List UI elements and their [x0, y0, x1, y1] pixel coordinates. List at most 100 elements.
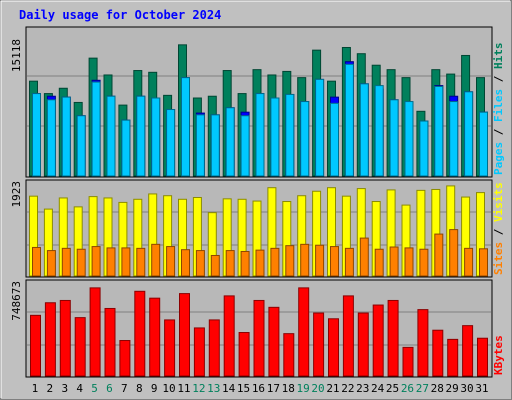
bar-sites-day-26 [404, 247, 414, 277]
legend-pages-files-hits: Pages / Files / Hits [492, 43, 505, 176]
ymax-label-kbytes: 748673 [10, 281, 23, 321]
bar-sites-day-9 [151, 243, 161, 277]
bar-kbytes-day-12 [193, 327, 205, 377]
x-label-day-5: 5 [91, 382, 98, 395]
legend-sites-visits: Sites / Visits [492, 182, 505, 275]
bar-kbytes-day-7 [119, 340, 131, 377]
x-label-day-25: 25 [386, 382, 399, 395]
x-label-day-13: 13 [207, 382, 220, 395]
bar-kbytes-day-25 [387, 299, 399, 377]
bar-sites-day-1 [32, 246, 41, 277]
bar-files-day-9 [151, 97, 161, 177]
x-label-day-14: 14 [222, 382, 236, 395]
bar-files-day-8 [136, 95, 146, 177]
bar-sites-day-8 [136, 247, 146, 277]
bar-files-day-21 [330, 102, 339, 177]
bar-files-day-23 [359, 83, 369, 177]
bar-sites-day-23 [359, 237, 369, 277]
bar-files-day-16 [255, 93, 265, 177]
bar-sites-day-27 [419, 248, 429, 277]
bar-sites-day-4 [76, 248, 86, 277]
bar-files-day-17 [270, 97, 280, 177]
bar-kbytes-day-24 [372, 304, 384, 377]
chart-title: Daily usage for October 2024 [19, 8, 221, 22]
bar-sites-day-20 [315, 244, 325, 277]
bar-sites-day-2 [46, 250, 56, 277]
x-label-day-15: 15 [237, 382, 250, 395]
x-label-day-4: 4 [76, 382, 83, 395]
bar-sites-day-19 [300, 243, 310, 277]
bar-sites-day-13 [210, 254, 220, 277]
bar-files-day-22 [344, 63, 354, 177]
legend-files: Files [492, 89, 505, 122]
bar-kbytes-day-15 [238, 332, 250, 377]
bar-files-day-10 [166, 109, 176, 177]
x-label-day-7: 7 [121, 382, 128, 395]
bar-files-day-28 [434, 85, 444, 177]
x-label-day-28: 28 [431, 382, 444, 395]
x-label-day-23: 23 [356, 382, 369, 395]
bar-kbytes-day-30 [462, 325, 474, 377]
x-label-day-6: 6 [106, 382, 113, 395]
bar-kbytes-day-19 [298, 287, 310, 377]
bar-files-day-7 [121, 119, 131, 177]
bar-kbytes-day-18 [283, 333, 295, 377]
bar-files-day-30 [464, 91, 474, 177]
x-label-day-1: 1 [32, 382, 39, 395]
bar-kbytes-day-17 [268, 306, 280, 377]
x-label-day-12: 12 [192, 382, 205, 395]
bar-sites-day-28 [434, 233, 444, 277]
legend-visits: Visits [492, 182, 505, 222]
bar-sites-day-10 [166, 246, 176, 277]
ymax-label-visits: 1923 [10, 181, 23, 208]
bar-kbytes-day-5 [89, 287, 101, 377]
bar-files-day-2 [46, 99, 56, 177]
bar-files-day-26 [404, 101, 414, 177]
x-label-day-22: 22 [341, 382, 354, 395]
bar-files-day-29 [449, 101, 459, 177]
bar-files-day-1 [32, 93, 41, 177]
bar-kbytes-day-13 [208, 319, 220, 377]
bar-kbytes-day-27 [417, 309, 429, 377]
bar-kbytes-day-14 [223, 295, 235, 377]
bar-files-day-15 [240, 115, 250, 177]
bar-kbytes-day-21 [328, 318, 339, 377]
bar-kbytes-day-20 [313, 312, 325, 377]
bar-kbytes-day-1 [30, 314, 41, 377]
bar-kbytes-day-11 [179, 293, 190, 377]
bar-kbytes-day-29 [447, 338, 459, 377]
x-label-day-24: 24 [371, 382, 385, 395]
x-label-day-20: 20 [311, 382, 324, 395]
bar-kbytes-day-26 [402, 346, 414, 377]
x-label-day-9: 9 [151, 382, 158, 395]
bar-kbytes-day-9 [149, 297, 161, 377]
bar-files-day-19 [300, 101, 310, 177]
bar-files-day-13 [210, 114, 220, 177]
ymax-label-hits: 15118 [10, 39, 23, 72]
x-label-day-16: 16 [252, 382, 265, 395]
legend-kbytes: KBytes [492, 335, 505, 375]
x-label-day-21: 21 [326, 382, 339, 395]
bar-sites-day-5 [91, 246, 101, 277]
bar-files-day-4 [76, 115, 86, 177]
bar-sites-day-11 [181, 249, 190, 277]
bar-files-day-27 [419, 120, 429, 177]
bar-files-day-31 [479, 111, 488, 177]
bar-sites-day-14 [225, 250, 235, 277]
x-label-day-2: 2 [47, 382, 54, 395]
bar-files-day-12 [195, 114, 205, 177]
bar-sites-day-24 [374, 248, 384, 277]
x-label-day-27: 27 [416, 382, 429, 395]
bar-files-day-6 [106, 95, 116, 177]
bar-files-day-24 [374, 85, 384, 177]
bar-sites-day-6 [106, 247, 116, 277]
x-label-day-30: 30 [460, 382, 473, 395]
bar-files-day-20 [315, 78, 325, 177]
x-label-day-17: 17 [267, 382, 280, 395]
bar-kbytes-day-4 [74, 317, 86, 377]
bar-files-day-5 [91, 81, 101, 177]
bar-files-day-11 [181, 77, 190, 177]
bar-kbytes-day-6 [104, 307, 116, 377]
bar-kbytes-day-22 [342, 295, 354, 377]
